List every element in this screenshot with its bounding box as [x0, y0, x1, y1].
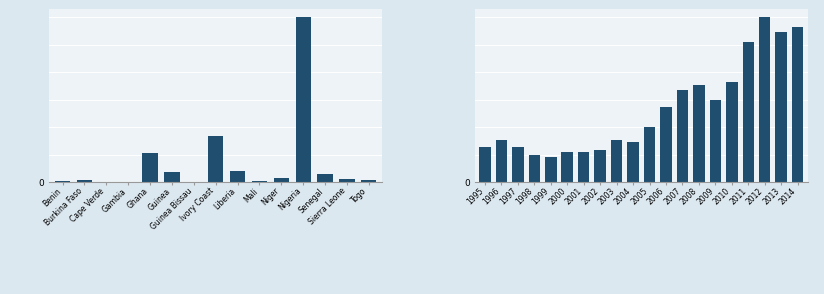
Bar [594, 150, 606, 182]
Bar [792, 27, 803, 182]
Bar [143, 153, 157, 182]
Bar [775, 32, 787, 182]
Bar [274, 178, 289, 182]
Bar [296, 17, 311, 182]
Bar [742, 42, 754, 182]
Bar [660, 107, 672, 182]
Bar [578, 152, 589, 182]
Bar [55, 181, 70, 182]
Bar [528, 155, 540, 182]
Bar [361, 180, 377, 182]
Bar [479, 147, 490, 182]
Bar [77, 180, 92, 182]
Bar [644, 127, 655, 182]
Bar [611, 140, 622, 182]
Bar [545, 157, 556, 182]
Bar [726, 82, 737, 182]
Bar [693, 85, 705, 182]
Bar [230, 171, 246, 182]
Bar [339, 179, 354, 182]
Bar [627, 142, 639, 182]
Bar [561, 152, 573, 182]
Bar [512, 147, 523, 182]
Bar [759, 17, 770, 182]
Bar [317, 174, 333, 182]
Bar [208, 136, 223, 182]
Bar [252, 181, 267, 182]
Bar [495, 140, 507, 182]
Bar [677, 90, 688, 182]
Bar [164, 172, 180, 182]
Bar [709, 100, 721, 182]
